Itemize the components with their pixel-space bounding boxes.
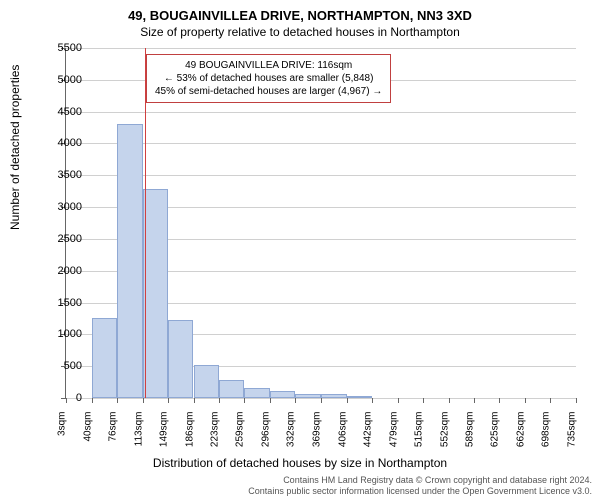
x-tick: [423, 398, 424, 403]
x-tick-label: 662sqm: [516, 412, 527, 452]
y-tick-label: 2000: [42, 265, 82, 277]
annotation-line3: 45% of semi-detached houses are larger (…: [155, 85, 382, 98]
x-tick: [168, 398, 169, 403]
x-tick: [219, 398, 220, 403]
x-axis-label: Distribution of detached houses by size …: [0, 456, 600, 470]
x-tick-label: 589sqm: [465, 412, 476, 452]
y-tick-label: 4500: [42, 106, 82, 118]
histogram-bar: [219, 380, 244, 398]
histogram-bar: [194, 365, 220, 398]
y-tick-label: 5000: [42, 74, 82, 86]
histogram-bar: [143, 189, 168, 398]
x-tick-label: 259sqm: [235, 412, 246, 452]
histogram-bar: [92, 318, 117, 398]
x-tick-label: 735sqm: [567, 412, 578, 452]
x-tick: [244, 398, 245, 403]
y-tick-label: 500: [42, 360, 82, 372]
x-tick-label: 186sqm: [184, 412, 195, 452]
histogram-bar: [295, 394, 321, 398]
x-tick: [499, 398, 500, 403]
x-tick-label: 552sqm: [439, 412, 450, 452]
x-tick-label: 479sqm: [388, 412, 399, 452]
footer-line1: Contains HM Land Registry data © Crown c…: [248, 475, 592, 486]
y-tick-label: 5500: [42, 42, 82, 54]
x-tick-label: 40sqm: [82, 412, 93, 452]
y-tick-label: 0: [42, 392, 82, 404]
chart-title-sub: Size of property relative to detached ho…: [0, 23, 600, 39]
x-tick: [474, 398, 475, 403]
x-tick: [117, 398, 118, 403]
x-tick: [92, 398, 93, 403]
chart-container: 49, BOUGAINVILLEA DRIVE, NORTHAMPTON, NN…: [0, 0, 600, 500]
gridline: [66, 112, 576, 113]
x-tick-label: 515sqm: [413, 412, 424, 452]
y-tick-label: 2500: [42, 233, 82, 245]
plot-area: 49 BOUGAINVILLEA DRIVE: 116sqm← 53% of d…: [65, 48, 576, 399]
x-tick: [372, 398, 373, 403]
x-tick: [449, 398, 450, 403]
annotation-line2: ← 53% of detached houses are smaller (5,…: [155, 72, 382, 85]
y-tick-label: 1000: [42, 328, 82, 340]
x-tick: [550, 398, 551, 403]
y-axis-label: Number of detached properties: [8, 65, 22, 230]
y-tick-label: 3000: [42, 201, 82, 213]
histogram-bar: [321, 394, 347, 398]
footer-attribution: Contains HM Land Registry data © Crown c…: [248, 475, 592, 497]
x-tick: [270, 398, 271, 403]
footer-line2: Contains public sector information licen…: [248, 486, 592, 497]
x-tick: [143, 398, 144, 403]
y-tick-label: 3500: [42, 169, 82, 181]
annotation-box: 49 BOUGAINVILLEA DRIVE: 116sqm← 53% of d…: [146, 54, 391, 103]
x-tick: [525, 398, 526, 403]
x-tick: [321, 398, 322, 403]
x-tick: [576, 398, 577, 403]
x-tick: [398, 398, 399, 403]
x-tick-label: 113sqm: [133, 412, 144, 452]
histogram-bar: [244, 388, 270, 398]
annotation-line1: 49 BOUGAINVILLEA DRIVE: 116sqm: [155, 59, 382, 72]
x-tick-label: 369sqm: [312, 412, 323, 452]
x-tick-label: 149sqm: [158, 412, 169, 452]
x-tick-label: 223sqm: [210, 412, 221, 452]
y-tick-label: 4000: [42, 137, 82, 149]
x-tick: [347, 398, 348, 403]
x-tick-label: 698sqm: [541, 412, 552, 452]
histogram-bar: [168, 320, 194, 398]
x-tick-label: 296sqm: [261, 412, 272, 452]
histogram-bar: [270, 391, 295, 398]
x-tick-label: 332sqm: [286, 412, 297, 452]
histogram-bar: [347, 396, 372, 398]
x-tick: [295, 398, 296, 403]
gridline: [66, 48, 576, 49]
x-tick-label: 3sqm: [57, 412, 68, 452]
x-tick-label: 76sqm: [107, 412, 118, 452]
x-tick: [194, 398, 195, 403]
chart-title-main: 49, BOUGAINVILLEA DRIVE, NORTHAMPTON, NN…: [0, 0, 600, 23]
x-tick-label: 442sqm: [362, 412, 373, 452]
x-tick-label: 625sqm: [490, 412, 501, 452]
x-tick-label: 406sqm: [337, 412, 348, 452]
histogram-bar: [117, 124, 143, 398]
y-tick-label: 1500: [42, 297, 82, 309]
